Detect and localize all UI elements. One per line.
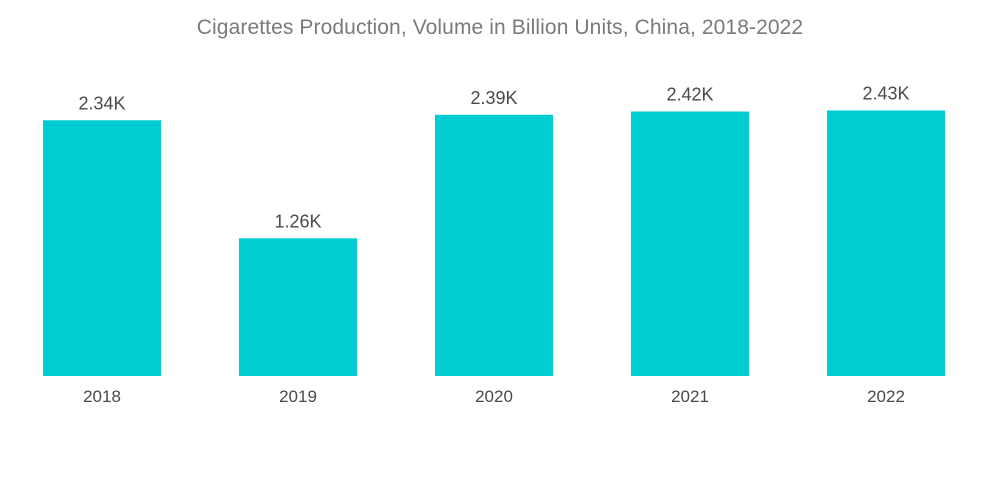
x-tick-label-2018: 2018 [83,387,121,406]
x-tick-label-2021: 2021 [671,387,709,406]
data-label-2020: 2.39K [470,88,517,108]
bar-2021 [631,111,749,377]
bar-2020 [435,114,553,377]
x-tick-label-2020: 2020 [475,387,513,406]
data-label-2021: 2.42K [666,85,713,105]
bar-2022 [827,110,945,376]
bar-2018 [43,120,161,377]
data-label-2022: 2.43K [862,83,909,103]
x-tick-label-2022: 2022 [867,387,905,406]
data-label-2018: 2.34K [78,93,125,113]
data-label-2019: 1.26K [274,211,321,231]
chart-title: Cigarettes Production, Volume in Billion… [196,16,804,39]
bar-2019 [239,238,357,376]
x-tick-label-2019: 2019 [279,387,317,406]
